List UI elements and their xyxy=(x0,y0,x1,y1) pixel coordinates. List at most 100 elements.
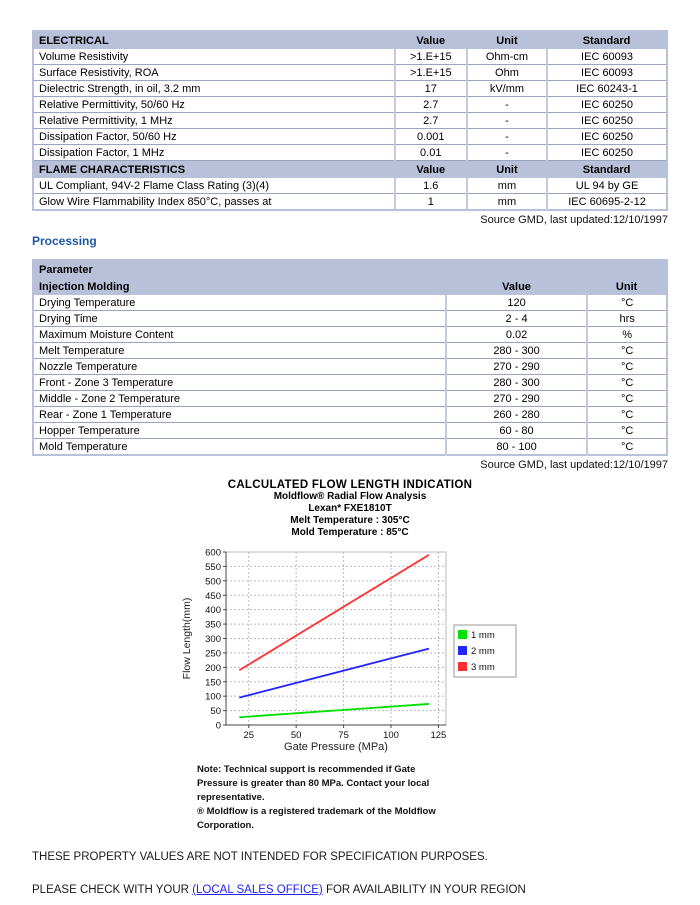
cell-value: IEC 60250 xyxy=(546,144,667,161)
cell-value: 1.6 xyxy=(393,178,467,194)
section-header-parameter: Parameter xyxy=(33,260,667,278)
cell-value: Ohm-cm xyxy=(465,49,548,65)
svg-text:450: 450 xyxy=(205,591,221,602)
svg-text:0: 0 xyxy=(215,721,220,732)
column-header-unit: Unit xyxy=(466,160,548,178)
svg-text:125: 125 xyxy=(430,730,446,741)
cell-value: mm xyxy=(465,193,548,211)
svg-text:200: 200 xyxy=(205,663,221,674)
table-row: Middle - Zone 2 Temperature 270 - 290 °C xyxy=(33,390,667,407)
cell-value: 60 - 80 xyxy=(444,422,588,439)
cell-value: °C xyxy=(586,295,667,311)
section-title: FLAME CHARACTERISTICS xyxy=(33,160,395,178)
cell-value: IEC 60250 xyxy=(546,128,667,145)
table-row: Dissipation Factor, 1 MHz 0.01- IEC 60250 xyxy=(33,144,667,161)
table-row: Drying Temperature 120 °C xyxy=(33,295,667,311)
cell-value: 17 xyxy=(393,80,467,97)
series-line-3-mm xyxy=(238,554,429,671)
table-row: Dissipation Factor, 50/60 Hz 0.001- IEC 60… xyxy=(33,128,667,145)
cell-value: 270 - 290 xyxy=(444,390,588,407)
table-row: UL Compliant, 94V-2 Flame Class Rating (… xyxy=(33,178,667,194)
source-note: Source GMD, last updated:12/10/1997 xyxy=(480,214,668,226)
cell-value: °C xyxy=(586,422,667,439)
legend-swatch xyxy=(457,646,467,655)
cell-label: Surface Resistivity, ROA xyxy=(33,64,395,81)
cell-value: °C xyxy=(586,390,667,407)
cell-label: Relative Permittivity, 1 MHz xyxy=(33,112,395,129)
electrical-table: ELECTRICAL Value Unit Standard Volume Re… xyxy=(32,30,668,211)
chart-title: CALCULATED FLOW LENGTH INDICATION xyxy=(227,479,473,491)
svg-text:150: 150 xyxy=(205,677,221,688)
table-row: Dielectric Strength, in oil, 3.2 mm 17 kV/… xyxy=(33,80,667,97)
cell-value: °C xyxy=(586,438,667,456)
svg-text:400: 400 xyxy=(205,605,221,616)
cell-value: 260 - 280 xyxy=(444,406,588,423)
local-sales-office-link[interactable]: (LOCAL SALES OFFICE) xyxy=(192,884,323,896)
section-title: Parameter xyxy=(33,260,667,278)
cell-label: Rear - Zone 1 Temperature xyxy=(33,406,446,423)
disclaimer-text: THESE PROPERTY VALUES ARE NOT INTENDED F… xyxy=(32,851,488,863)
cell-label: UL Compliant, 94V-2 Flame Class Rating (… xyxy=(33,178,395,194)
svg-text:550: 550 xyxy=(205,562,221,573)
cell-label: Melt Temperature xyxy=(33,342,446,359)
cell-value: °C xyxy=(586,342,667,359)
cell-label: Drying Time xyxy=(33,310,446,327)
table-row: Hopper Temperature 60 - 80 °C xyxy=(33,422,667,439)
cell-value: 280 - 300 xyxy=(444,374,588,391)
table-row: Front - Zone 3 Temperature 280 - 300 °C xyxy=(33,374,667,391)
svg-text:75: 75 xyxy=(338,730,349,741)
cell-label: Dissipation Factor, 1 MHz xyxy=(33,144,395,161)
column-header-value: Value xyxy=(394,160,467,178)
cell-label: Maximum Moisture Content xyxy=(33,326,446,343)
cell-value: kV/mm xyxy=(465,80,548,97)
svg-text:Gate Pressure (MPa): Gate Pressure (MPa) xyxy=(284,741,388,753)
cell-label: Mold Temperature xyxy=(33,438,446,456)
cell-label: Glow Wire Flammability Index 850°C, pass… xyxy=(33,193,395,211)
cell-value: IEC 60250 xyxy=(546,96,667,113)
table-row: Nozzle Temperature 270 - 290 °C xyxy=(33,358,667,375)
cell-label: Dielectric Strength, in oil, 3.2 mm xyxy=(33,80,395,97)
cell-value: IEC 60093 xyxy=(546,49,667,65)
note-line: Corporation. xyxy=(197,820,254,831)
legend-swatch xyxy=(457,630,467,639)
cell-value: °C xyxy=(586,358,667,375)
legend-label: 1 mm xyxy=(471,630,495,641)
cell-label: Middle - Zone 2 Temperature xyxy=(33,390,446,407)
chart-subtitle: Moldflow® Radial Flow Analysis xyxy=(273,491,427,502)
cell-value: >1.E+15 xyxy=(393,64,467,81)
chart-subtitle: Mold Temperature : 85°C xyxy=(291,527,409,538)
table-row: Relative Permittivity, 50/60 Hz 2.7- IEC 6… xyxy=(33,96,667,113)
column-header-unit: Unit xyxy=(587,278,667,295)
cell-value: - xyxy=(465,144,548,161)
column-header-value: Value xyxy=(394,31,467,49)
section-header-flame: FLAME CHARACTERISTICS Value Unit Standar… xyxy=(33,160,667,178)
chart-block: CALCULATED FLOW LENGTH INDICATION Moldfl… xyxy=(32,479,668,761)
cell-value: UL 94 by GE xyxy=(546,178,667,194)
table-row: Mold Temperature 80 - 100 °C xyxy=(33,438,667,456)
cell-value: % xyxy=(586,326,667,343)
table-row: Rear - Zone 1 Temperature 260 - 280 °C xyxy=(33,406,667,423)
table-row: Glow Wire Flammability Index 850°C, pass… xyxy=(33,193,667,211)
cell-value: 0.001 xyxy=(393,128,467,145)
processing-heading: Processing xyxy=(32,234,97,248)
cell-value: >1.E+15 xyxy=(393,49,467,65)
availability-text: PLEASE CHECK WITH YOUR (LOCAL SALES OFFI… xyxy=(32,884,668,896)
table-row: Relative Permittivity, 1 MHz 2.7- IEC 6025… xyxy=(33,112,667,129)
cell-value: hrs xyxy=(586,310,667,327)
availability-suffix: FOR AVAILABILITY IN YOUR REGION xyxy=(322,884,526,896)
note-line: ® Moldflow is a registered trademark of … xyxy=(197,806,436,817)
table-row: Surface Resistivity, ROA >1.E+15 Ohm IEC 60… xyxy=(33,64,667,81)
section-title: ELECTRICAL xyxy=(33,31,395,49)
svg-text:300: 300 xyxy=(205,634,221,645)
cell-value: 120 xyxy=(444,295,588,311)
cell-value: 2.7 xyxy=(393,96,467,113)
note-line: representative. xyxy=(197,792,265,803)
chart-note: Note: Technical support is recommended i… xyxy=(197,763,477,833)
series-line-1-mm xyxy=(238,703,429,719)
cell-value: mm xyxy=(465,178,548,194)
table-row: Melt Temperature 280 - 300 °C xyxy=(33,342,667,359)
processing-table: Parameter Injection Molding Value Unit D… xyxy=(32,259,668,456)
table-row: Maximum Moisture Content 0.02% xyxy=(33,326,667,343)
cell-value: - xyxy=(465,112,548,129)
